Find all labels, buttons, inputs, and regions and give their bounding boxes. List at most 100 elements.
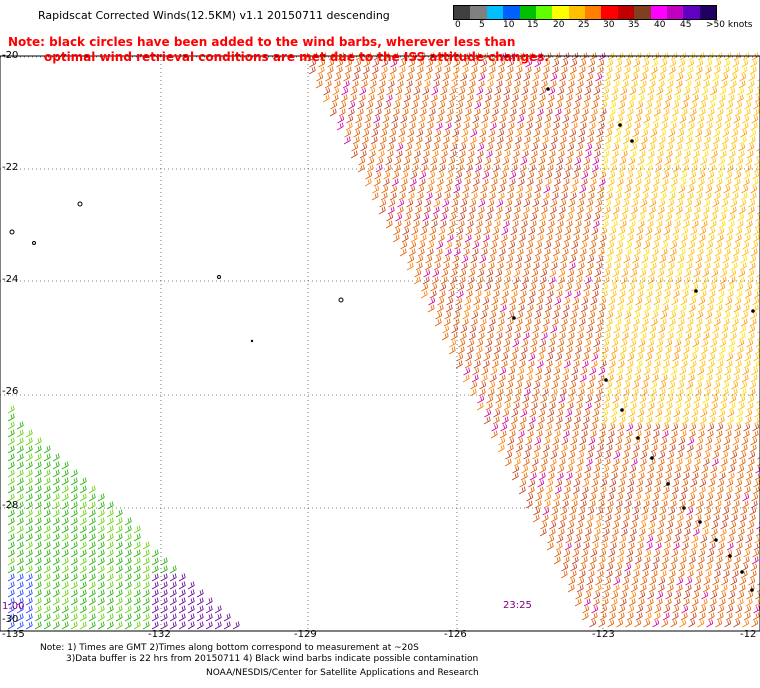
wind-barb [502,283,510,292]
wind-barb [604,325,612,334]
wind-barb [728,339,736,348]
wind-barb [571,304,579,313]
wind-barb [428,297,436,306]
wind-barb [668,444,676,453]
wind-barb [519,479,527,488]
wind-barb [533,129,541,138]
wind-barb [656,213,664,222]
wind-barb [567,206,575,215]
wind-barb [142,549,150,558]
wind-barb [542,381,550,390]
wind-barb [16,493,24,502]
wind-barb [327,59,335,68]
wind-barb [61,573,69,582]
wind-barb [613,136,621,145]
wind-barb [457,346,465,355]
wind-barb [681,353,689,362]
wind-barb [500,423,508,432]
wind-barb [643,115,651,124]
wind-barb [196,597,204,606]
wind-barb [635,108,643,117]
wind-barb [640,451,648,460]
wind-barb [512,213,520,222]
wind-barb [309,59,317,68]
wind-barb [652,493,660,502]
wind-barb [605,192,613,201]
wind-barb [567,521,575,530]
wind-barb [710,213,718,222]
legend-label: 10 [503,20,515,30]
wind-barb [551,255,559,264]
wind-barb [70,525,78,534]
wind-barb [511,220,519,229]
wind-barb [402,101,410,110]
wind-barb [651,563,659,572]
wind-barb [723,563,731,572]
wind-barb [675,458,683,467]
wind-barb [395,87,403,96]
wind-barb [453,59,461,68]
wind-barb [732,563,740,572]
wind-barb [588,311,596,320]
wind-barb [738,521,746,530]
wind-barb [348,101,356,110]
wind-barb [583,598,591,607]
wind-barb [464,297,472,306]
wind-barb [637,220,645,229]
wind-barb [672,101,680,110]
wind-barb [506,66,514,75]
wind-barb [707,297,715,306]
wind-barb [34,477,42,486]
wind-barb [692,213,700,222]
wind-barb [333,80,341,89]
wind-barb [642,185,650,194]
wind-barb [582,290,590,299]
wind-barb [534,185,542,194]
wind-barb [658,514,666,523]
wind-barb [587,507,595,516]
wind-barb [691,598,699,607]
wind-barb [598,430,606,439]
wind-barb [142,597,150,606]
wind-barb [410,234,418,243]
wind-barb [665,276,673,285]
wind-barb [610,346,618,355]
wind-barb [628,283,636,292]
wind-barb [549,332,557,341]
wind-barb [666,521,674,530]
wind-barb [693,332,701,341]
wind-barb [43,573,51,582]
wind-barb [738,269,746,278]
wind-barb [476,213,484,222]
wind-barb [572,360,580,369]
wind-barb [582,227,590,236]
wind-barb [549,269,557,278]
wind-barb [394,157,402,166]
wind-barb [487,136,495,145]
wind-barb [462,374,470,383]
wind-barb [662,549,670,558]
wind-barb [331,94,339,103]
wind-barb [710,339,718,348]
wind-barb [633,248,641,257]
wind-barb [589,367,597,376]
wind-barb [563,297,571,306]
wind-barb [695,255,703,264]
wind-barb [662,297,670,306]
wind-barb [637,94,645,103]
wind-barb [615,59,623,68]
wind-barb [735,101,743,110]
wind-barb [682,346,690,355]
wind-barb [693,80,701,89]
wind-barb [616,619,624,628]
wind-barb [727,157,735,166]
wind-barb [16,477,24,486]
wind-barb [669,374,677,383]
wind-barb [591,416,599,425]
wind-barb [347,108,355,117]
wind-barb [532,73,540,82]
lon-label: -129 [294,629,317,640]
wind-barb [686,129,694,138]
wind-barb [756,333,760,341]
wind-barb [676,451,684,460]
